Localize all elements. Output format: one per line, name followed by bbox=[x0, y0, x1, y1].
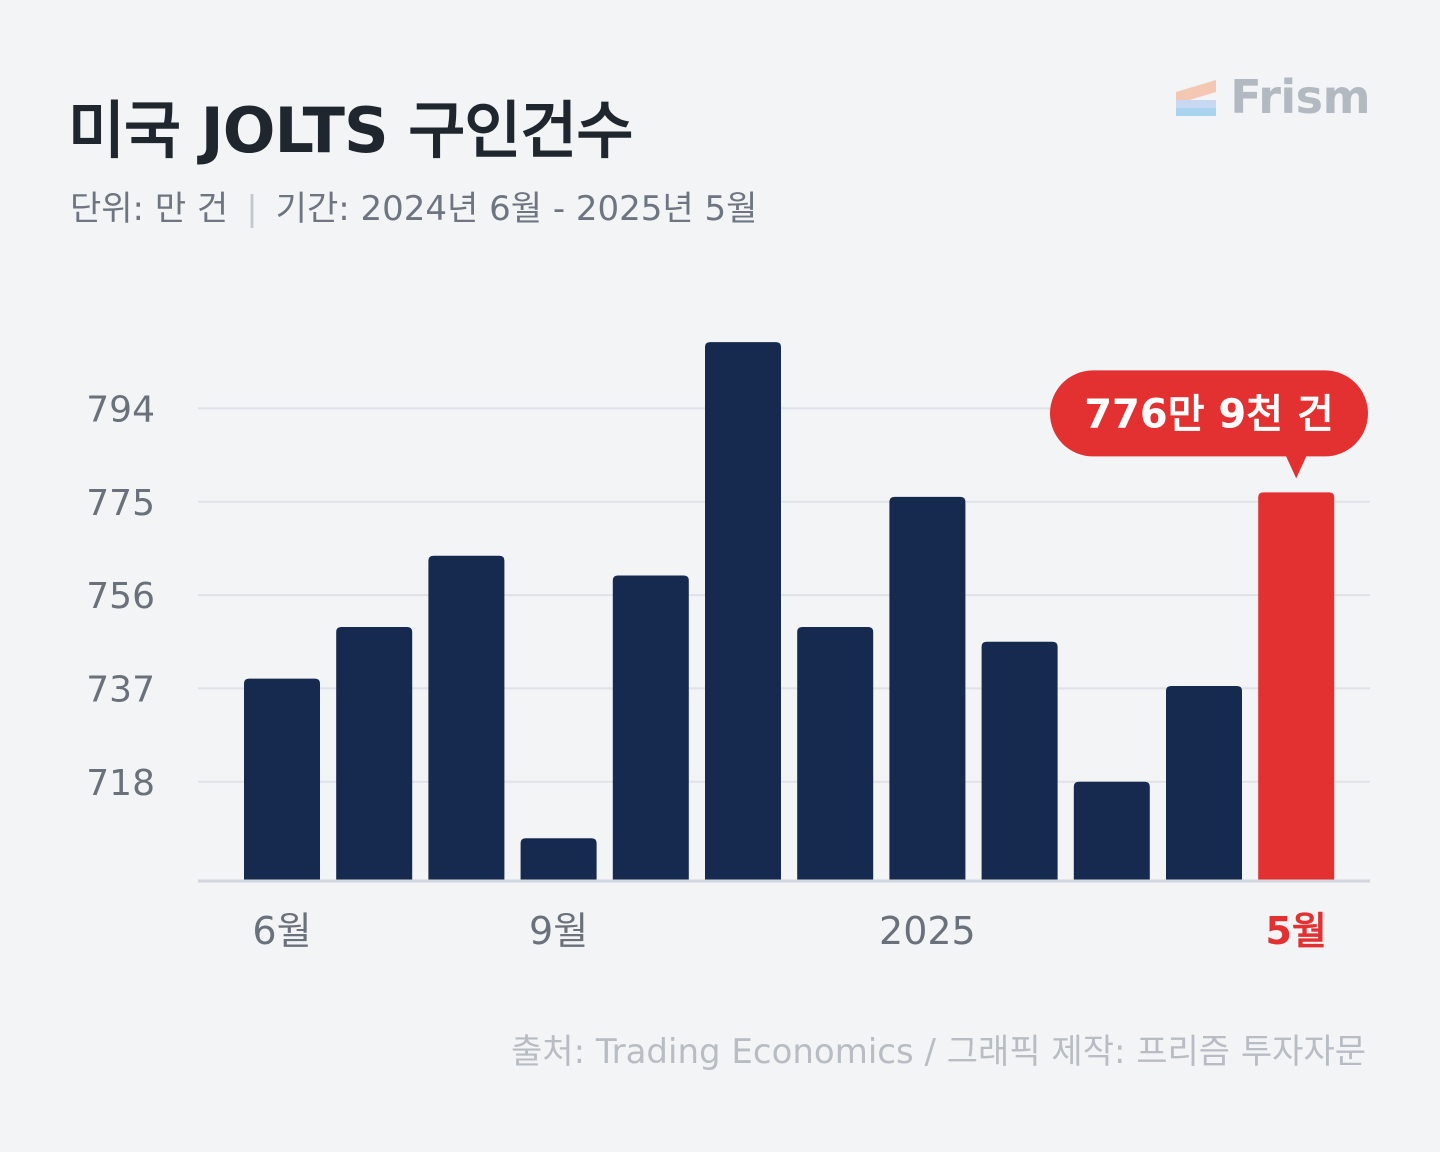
frism-logo-icon bbox=[1176, 80, 1217, 116]
y-tick-label: 794 bbox=[86, 389, 155, 430]
y-tick-label: 756 bbox=[86, 576, 155, 617]
bar bbox=[244, 678, 320, 880]
y-tick-label: 718 bbox=[86, 763, 155, 804]
bar bbox=[705, 342, 781, 881]
bar bbox=[1073, 781, 1150, 880]
brand-name: Frism bbox=[1230, 70, 1370, 124]
bar bbox=[1166, 685, 1242, 880]
callout-label: 776만 9천 건 bbox=[1084, 391, 1334, 437]
callout-pointer bbox=[1285, 454, 1308, 479]
subtitle-separator: | bbox=[246, 189, 258, 229]
bar bbox=[336, 627, 413, 880]
bar-highlight bbox=[1258, 492, 1335, 880]
y-tick-label: 737 bbox=[86, 669, 155, 710]
bar bbox=[889, 496, 966, 880]
brand-logo: Frism bbox=[1176, 70, 1370, 124]
x-tick-label: 6월 bbox=[252, 909, 311, 953]
x-tick-label-highlight: 5월 bbox=[1265, 909, 1326, 953]
bar bbox=[797, 627, 874, 880]
unit-label: 단위: 만 건 bbox=[70, 189, 229, 229]
period-label: 기간: 2024년 6월 - 2025년 5월 bbox=[275, 189, 758, 229]
y-tick-label: 775 bbox=[86, 483, 155, 524]
bar bbox=[981, 641, 1058, 880]
bar bbox=[428, 555, 505, 880]
bar bbox=[520, 838, 597, 880]
source-footer: 출처: Trading Economics / 그래픽 제작: 프리즘 투자자문 bbox=[511, 1032, 1366, 1072]
bar bbox=[612, 575, 689, 880]
chart-subtitle: 단위: 만 건 | 기간: 2024년 6월 - 2025년 5월 bbox=[70, 181, 757, 230]
x-tick-label: 2025 bbox=[879, 909, 976, 953]
x-tick-label: 9월 bbox=[529, 909, 588, 953]
chart-title: 미국 JOLTS 구인건수 bbox=[68, 94, 633, 167]
callout-bubble bbox=[1050, 370, 1368, 457]
